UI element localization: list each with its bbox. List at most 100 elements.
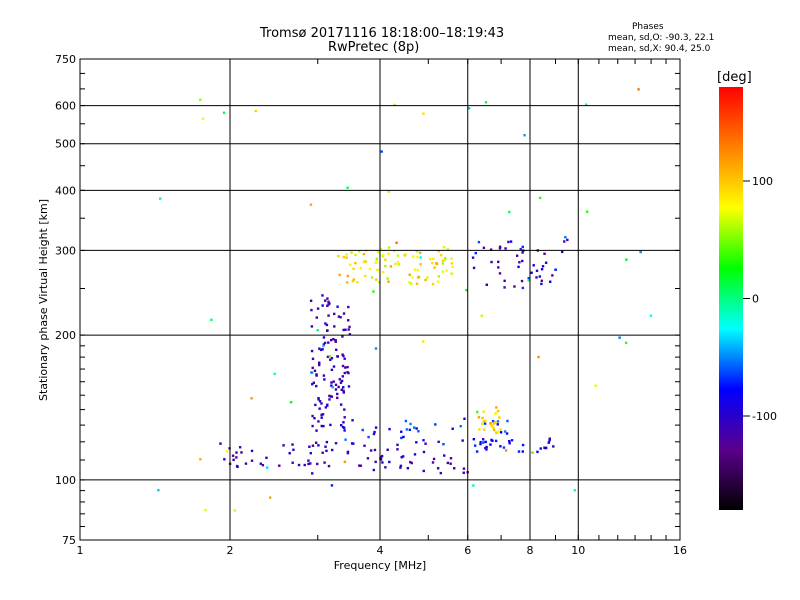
- data-point: [537, 355, 540, 359]
- data-point: [510, 439, 514, 442]
- data-point: [521, 251, 524, 254]
- colorbar-tick-label: 100: [752, 175, 773, 188]
- data-point: [386, 448, 389, 452]
- data-point: [352, 267, 355, 271]
- data-point: [314, 403, 317, 407]
- data-point: [373, 448, 377, 452]
- data-point: [330, 395, 334, 398]
- data-point: [397, 263, 401, 266]
- data-point: [482, 420, 486, 423]
- data-point: [329, 358, 332, 361]
- data-point: [323, 461, 326, 464]
- y-tick-label: 300: [55, 244, 76, 257]
- data-point: [451, 265, 454, 269]
- scatter-points: [157, 88, 653, 512]
- data-point: [396, 448, 399, 451]
- phase-x-stats: mean, sd,X: 90.4, 25.0: [608, 44, 711, 54]
- data-point: [343, 426, 346, 429]
- data-point: [369, 449, 373, 452]
- data-point: [336, 392, 339, 396]
- data-point: [431, 261, 434, 265]
- data-point: [342, 391, 346, 394]
- data-point: [508, 442, 511, 445]
- data-point: [382, 253, 385, 257]
- data-point: [291, 443, 294, 446]
- data-point: [503, 430, 507, 433]
- data-point: [219, 442, 222, 445]
- data-point: [480, 422, 484, 426]
- data-point: [485, 445, 488, 449]
- data-point: [362, 261, 366, 264]
- colorbar-tick-label: -100: [752, 410, 777, 423]
- data-point: [311, 366, 314, 370]
- data-point: [372, 468, 376, 472]
- data-point: [415, 427, 418, 430]
- data-point: [361, 428, 364, 432]
- data-point: [350, 251, 353, 254]
- data-point: [527, 276, 530, 280]
- colorbar-title: [deg]: [717, 70, 752, 85]
- data-point: [410, 282, 413, 285]
- data-point: [496, 423, 499, 426]
- data-point: [411, 255, 415, 258]
- data-point: [344, 366, 347, 369]
- data-point: [314, 441, 318, 444]
- data-point: [319, 348, 323, 352]
- data-point: [388, 427, 391, 431]
- data-point: [347, 385, 351, 388]
- data-point: [364, 274, 367, 278]
- data-point: [498, 272, 502, 275]
- data-point: [422, 112, 425, 115]
- data-point: [347, 305, 350, 309]
- data-point: [342, 389, 345, 393]
- data-point: [235, 451, 238, 454]
- data-point: [315, 316, 318, 319]
- data-point: [422, 450, 426, 454]
- data-point: [330, 448, 334, 452]
- data-point: [375, 257, 379, 261]
- x-tick-label: 1: [77, 544, 84, 557]
- data-point: [443, 454, 446, 457]
- data-point: [484, 446, 487, 450]
- data-point: [326, 355, 330, 359]
- data-point: [346, 274, 349, 278]
- data-point: [443, 259, 446, 262]
- data-point: [330, 368, 334, 372]
- data-point: [450, 272, 453, 275]
- data-point: [223, 458, 226, 461]
- data-point: [404, 419, 408, 423]
- data-point: [436, 280, 440, 283]
- data-point: [328, 394, 331, 398]
- data-point: [321, 451, 324, 454]
- y-tick-label: 750: [55, 53, 76, 66]
- data-point: [422, 439, 425, 442]
- data-point: [489, 443, 492, 446]
- data-point: [518, 261, 521, 264]
- data-point: [552, 445, 555, 448]
- data-point: [439, 253, 443, 257]
- data-point: [337, 385, 340, 389]
- data-point: [362, 252, 366, 256]
- data-point: [374, 426, 378, 429]
- data-point: [563, 240, 566, 243]
- data-point: [489, 248, 493, 251]
- data-point: [421, 340, 425, 343]
- data-point: [289, 400, 293, 404]
- data-point: [381, 461, 384, 464]
- data-point: [387, 280, 390, 283]
- data-point: [324, 406, 328, 409]
- data-point: [499, 428, 502, 431]
- data-point: [548, 280, 552, 283]
- data-point: [484, 101, 488, 104]
- data-point: [326, 304, 329, 308]
- data-point: [465, 288, 468, 292]
- data-point: [318, 347, 321, 350]
- data-point: [358, 250, 361, 253]
- data-point: [495, 406, 498, 409]
- data-point: [479, 442, 482, 446]
- data-point: [343, 416, 346, 419]
- data-point: [413, 268, 417, 271]
- data-point: [341, 335, 344, 338]
- data-point: [442, 245, 446, 249]
- data-point: [560, 250, 564, 254]
